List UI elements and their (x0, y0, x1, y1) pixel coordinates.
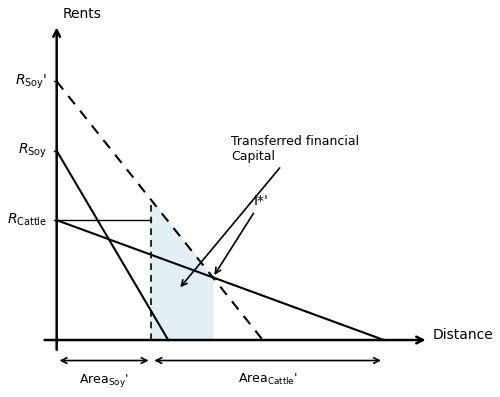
Text: I*': I*' (216, 194, 268, 274)
Text: $R_\mathregular{Cattle}$: $R_\mathregular{Cattle}$ (7, 212, 48, 228)
Text: Area$_\mathregular{Soy}$': Area$_\mathregular{Soy}$' (79, 372, 129, 389)
Text: Distance: Distance (432, 328, 493, 342)
Polygon shape (152, 200, 213, 340)
Text: Rents: Rents (62, 8, 101, 21)
Text: $R_\mathregular{Soy}$: $R_\mathregular{Soy}$ (18, 142, 48, 160)
Text: Area$_\mathregular{Cattle}$': Area$_\mathregular{Cattle}$' (238, 372, 298, 387)
Text: $R_\mathregular{Soy}$': $R_\mathregular{Soy}$' (15, 72, 48, 91)
Text: Transferred financial
Capital: Transferred financial Capital (182, 135, 360, 286)
